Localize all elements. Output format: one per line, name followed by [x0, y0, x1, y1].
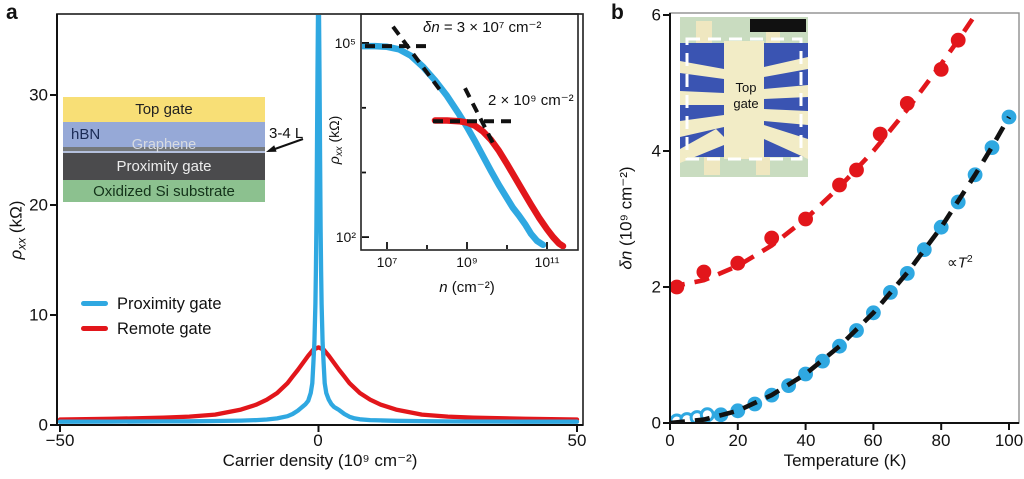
layer-oxidized-si-substrate: Oxidized Si substrate — [63, 180, 265, 202]
guide-dn-slope-proximity — [391, 25, 443, 93]
panel-a-x-axis-label: Carrier density (10⁹ cm⁻²) — [222, 451, 418, 470]
guide-dn-slope-remote — [463, 87, 495, 145]
inset-y-axis-label: ρxx (kΩ) — [326, 115, 346, 165]
panel-a-ticks — [50, 94, 578, 432]
panel-b-y-tick-6: 6 — [651, 5, 661, 25]
curve-proximity-gate — [58, 15, 580, 424]
panel-a-y-tick-10: 10 — [29, 305, 48, 325]
point-proximity-gate — [730, 403, 746, 419]
inset-curve-remote-gate — [431, 117, 567, 249]
point-remote-gate — [764, 230, 780, 246]
panel-b-x-tick-20: 20 — [728, 431, 748, 450]
panel-b-x-tick-100: 100 — [994, 431, 1024, 450]
photo-electrodes — [680, 41, 808, 163]
photo-scale-bar — [750, 19, 806, 32]
legend-label-remote: Remote gate — [117, 319, 212, 338]
panel-a-letter: a — [6, 1, 18, 24]
layer-hbn: hBN Graphene — [63, 122, 265, 153]
panel-b-t2-annotation: ∝T2 — [947, 253, 973, 272]
panel-b-y-tick-4: 4 — [651, 141, 661, 161]
device-schematic: Top gate hBN Graphene Proximity gate Oxi… — [63, 97, 265, 202]
inset-y-tick-1e5: 10⁵ — [334, 35, 356, 51]
layer-top-gate: Top gate — [63, 97, 265, 122]
panel-b-y-tick-0: 0 — [651, 413, 661, 433]
panel-a-x-tick-50: 50 — [567, 431, 587, 450]
panel-a-x-tick-m50: −50 — [45, 431, 75, 450]
panel-b-x-tick-40: 40 — [796, 431, 816, 450]
inset-curve-proximity-gate — [362, 42, 547, 249]
photo-outline-dashed — [685, 37, 803, 161]
inset-annotation-dn: δn = 3 × 10⁷ cm⁻² — [423, 19, 542, 36]
inset-y-tick-1e2: 10² — [335, 229, 356, 245]
inset-x-tick-1e11: 10¹¹ — [534, 254, 560, 270]
inset-frame — [360, 13, 579, 251]
point-remote-gate — [730, 255, 746, 271]
panel-b-x-tick-60: 60 — [863, 431, 883, 450]
legend-swatch-proximity — [81, 301, 108, 306]
panel-a-x-tick-0: 0 — [313, 431, 323, 450]
legend-label-proximity: Proximity gate — [117, 294, 222, 313]
photo-top-gate-label: Top gate — [733, 80, 759, 111]
device-photo — [680, 17, 808, 177]
panel-b-data — [671, 14, 1017, 422]
panel-a-y-tick-20: 20 — [29, 195, 48, 215]
panel-a-curves — [58, 15, 580, 424]
fit-remote-gate-guide — [671, 14, 979, 290]
point-remote-gate — [872, 126, 888, 142]
schematic-note-3-4L: 3-4 L — [269, 125, 304, 142]
point-remote-gate — [696, 264, 712, 280]
panel-a-y-axis-label: ρxx (kΩ) — [6, 200, 29, 260]
inset-curves — [362, 42, 567, 249]
panel-b-ticks — [663, 14, 1010, 430]
schematic-arrow — [266, 138, 304, 152]
inset-guide-lines — [365, 25, 513, 145]
panel-a-y-tick-0: 0 — [38, 415, 48, 435]
inset-x-tick-1e9: 10⁹ — [456, 254, 478, 270]
fit-t-squared-fit — [671, 115, 1011, 422]
legend-swatch-remote — [81, 326, 108, 331]
inset-x-axis-label: n (cm⁻²) — [439, 279, 495, 296]
curve-remote-gate — [58, 345, 580, 422]
panel-b-y-axis-label: δn (10⁹ cm⁻²) — [616, 166, 636, 270]
panel-b-x-tick-0: 0 — [665, 431, 675, 450]
layer-proximity-gate: Proximity gate — [63, 153, 265, 180]
panel-b-letter: b — [611, 1, 624, 24]
panel-b-x-tick-80: 80 — [931, 431, 951, 450]
layer-graphene — [63, 147, 265, 153]
panel-b-x-axis-label: Temperature (K) — [783, 451, 907, 470]
inset-annotation-2e9: 2 × 10⁹ cm⁻² — [488, 92, 574, 109]
inset-x-tick-1e7: 10⁷ — [376, 254, 398, 270]
panel-a-y-tick-30: 30 — [29, 85, 48, 105]
panel-b-y-tick-2: 2 — [651, 277, 661, 297]
inset-ticks — [362, 42, 548, 249]
